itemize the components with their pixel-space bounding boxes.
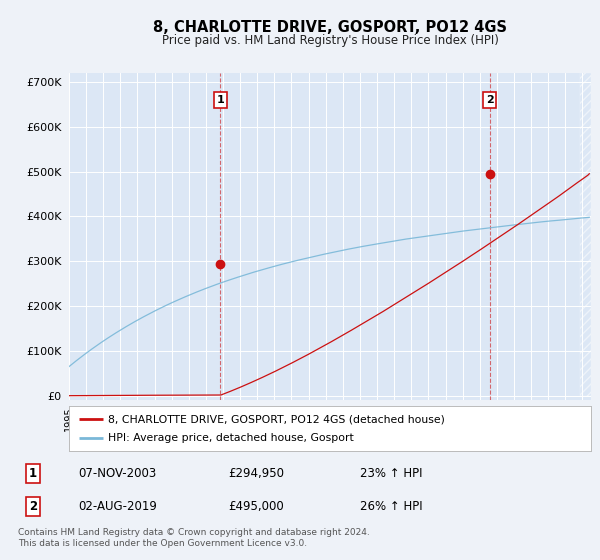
Text: 2: 2 [29, 500, 37, 514]
Text: £495,000: £495,000 [228, 500, 284, 514]
Text: 1: 1 [29, 466, 37, 480]
Text: Contains HM Land Registry data © Crown copyright and database right 2024.
This d: Contains HM Land Registry data © Crown c… [18, 528, 370, 548]
Text: 07-NOV-2003: 07-NOV-2003 [78, 466, 156, 480]
Text: HPI: Average price, detached house, Gosport: HPI: Average price, detached house, Gosp… [108, 433, 354, 444]
Text: 26% ↑ HPI: 26% ↑ HPI [360, 500, 422, 514]
Text: 8, CHARLOTTE DRIVE, GOSPORT, PO12 4GS (detached house): 8, CHARLOTTE DRIVE, GOSPORT, PO12 4GS (d… [108, 414, 445, 424]
Text: Price paid vs. HM Land Registry's House Price Index (HPI): Price paid vs. HM Land Registry's House … [161, 34, 499, 46]
Text: 2: 2 [486, 95, 494, 105]
Text: 1: 1 [217, 95, 224, 105]
Text: 8, CHARLOTTE DRIVE, GOSPORT, PO12 4GS: 8, CHARLOTTE DRIVE, GOSPORT, PO12 4GS [153, 20, 507, 35]
Text: 23% ↑ HPI: 23% ↑ HPI [360, 466, 422, 480]
Text: 02-AUG-2019: 02-AUG-2019 [78, 500, 157, 514]
Text: £294,950: £294,950 [228, 466, 284, 480]
